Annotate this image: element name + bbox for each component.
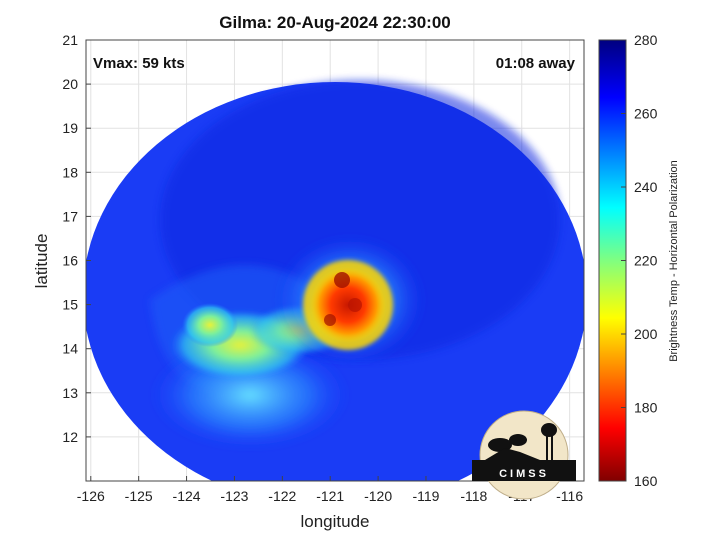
colorbar-tick-label: 180 <box>634 400 658 416</box>
vmax-label: Vmax: 59 kts <box>93 55 185 72</box>
y-tick-label: 19 <box>62 120 78 136</box>
colorbar-tick-label: 160 <box>634 473 658 489</box>
cimss-logo: CIMSS <box>472 410 576 500</box>
x-tick-label: -124 <box>173 488 201 504</box>
x-tick-label: -122 <box>268 488 296 504</box>
colorbar-tick-label: 260 <box>634 106 658 122</box>
x-tick-label: -121 <box>316 488 344 504</box>
x-tick-label: -126 <box>77 488 105 504</box>
y-axis-ticks: 21 20 19 18 17 16 15 14 13 12 <box>62 32 91 445</box>
colorbar-tick-label: 220 <box>634 253 658 269</box>
y-tick-label: 13 <box>62 385 78 401</box>
y-tick-label: 16 <box>62 253 78 269</box>
x-tick-label: -123 <box>220 488 248 504</box>
colorbar-ticks: 280 260 240 220 200 180 160 <box>621 32 658 489</box>
x-tick-label: -118 <box>460 488 487 504</box>
microwave-swath <box>86 80 584 481</box>
colorbar-tick-label: 240 <box>634 179 658 195</box>
y-axis-label: latitude <box>32 233 51 289</box>
y-tick-label: 17 <box>62 208 78 224</box>
y-tick-label: 20 <box>62 76 78 92</box>
y-tick-label: 21 <box>62 32 78 48</box>
chart-title: Gilma: 20-Aug-2024 22:30:00 <box>219 13 451 32</box>
x-axis-ticks: -126-125-124-123-122-121-120-119-118-117… <box>77 476 583 504</box>
x-tick-label: -119 <box>412 488 439 504</box>
y-tick-label: 18 <box>62 164 78 180</box>
x-tick-label: -125 <box>125 488 153 504</box>
colorbar-tick-label: 200 <box>634 326 658 342</box>
y-tick-label: 14 <box>62 341 78 357</box>
x-tick-label: -120 <box>364 488 392 504</box>
logo-text: CIMSS <box>499 468 549 480</box>
colorbar-tick-label: 280 <box>634 32 658 48</box>
y-tick-label: 15 <box>62 297 78 313</box>
x-axis-label: longitude <box>300 512 370 531</box>
colorbar-label: Brightness Temp - Horizontal Polarizatio… <box>668 160 680 362</box>
x-tick-label: -116 <box>556 488 583 504</box>
time-away-label: 01:08 away <box>496 55 576 72</box>
y-tick-label: 12 <box>62 429 78 445</box>
